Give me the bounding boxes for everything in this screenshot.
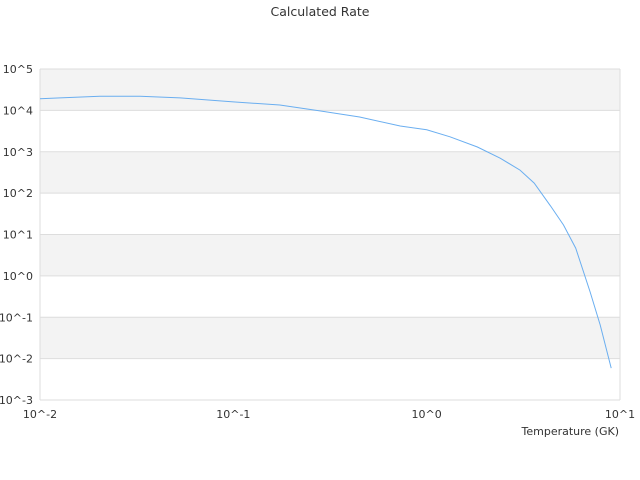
y-tick-label: 10^5 [3,63,33,76]
plot-band [40,69,620,111]
x-tick-label: 10^1 [605,408,635,421]
x-axis-label: Temperature (GK) [521,425,620,438]
y-tick-label: 10^-3 [0,394,33,407]
y-tick-labels: 10^-3 10^-2 10^-1 10^0 10^1 10^2 10^3 10^4 10^5 [0,63,33,407]
y-tick-label: 10^-1 [0,311,33,324]
y-tick-label: 10^2 [3,187,33,200]
plot-band [40,151,620,194]
x-tick-label: 10^-1 [216,408,250,421]
x-tick-label: 10^-2 [23,408,57,421]
y-tick-label: 10^1 [3,229,33,242]
rate-series-line [39,95,612,369]
plot-band [40,317,620,359]
y-tick-label: 10^4 [3,104,33,117]
grid-lines [39,68,621,401]
chart-title: Calculated Rate [271,4,370,19]
x-tick-labels: 10^-2 10^-1 10^0 10^1 [23,408,635,421]
y-tick-label: 10^-2 [0,353,33,366]
plot-bands [40,69,620,359]
y-tick-label: 10^0 [3,270,33,283]
y-tick-label: 10^3 [3,146,33,159]
x-tick-label: 10^0 [412,408,442,421]
plot-band [40,234,620,276]
